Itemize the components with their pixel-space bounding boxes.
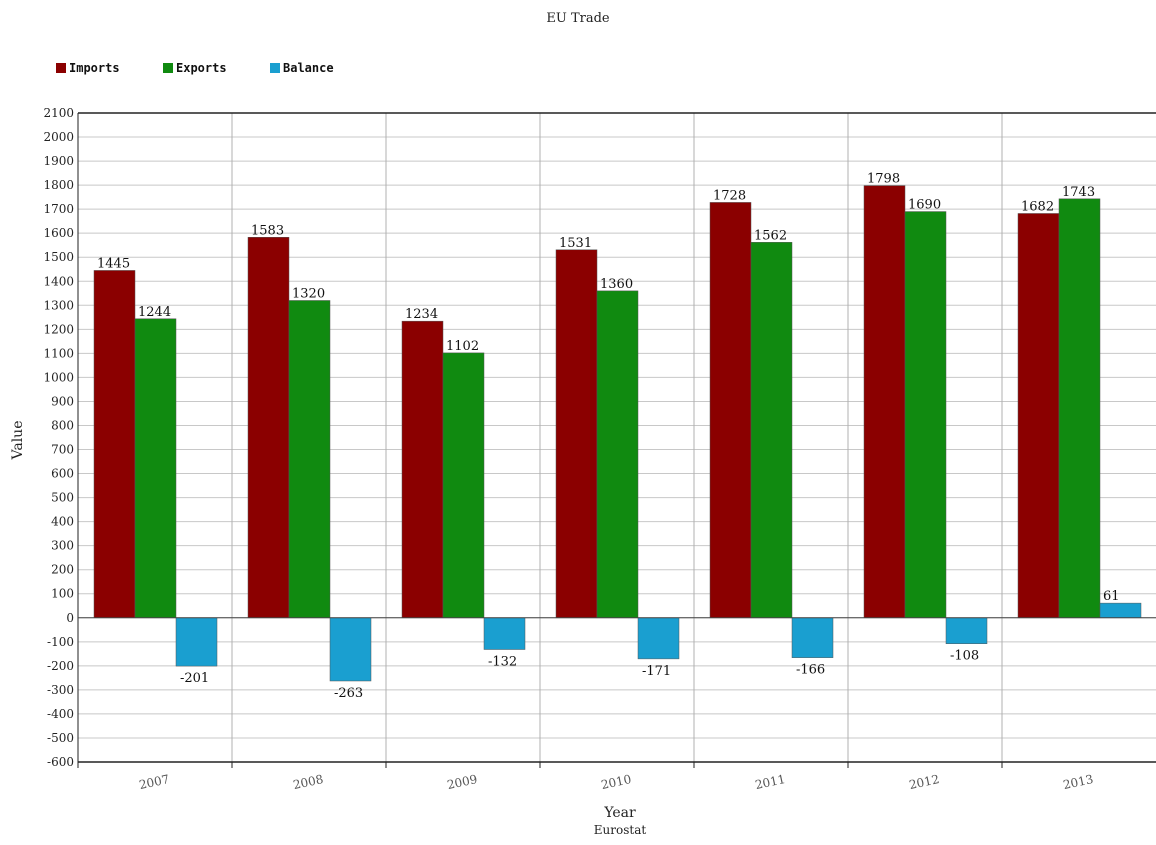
bar-balance [945,617,988,644]
y-tick-label: 400 [51,515,74,529]
y-tick-label: 2000 [43,130,74,144]
data-label: -201 [180,671,209,686]
data-label: 1743 [1062,185,1095,200]
chart-title: EU Trade [546,11,610,26]
data-label: 1798 [867,172,900,187]
y-tick-label: 0 [66,611,74,625]
source-caption: Eurostat [594,823,647,837]
bar-balance [175,617,218,667]
bar-exports [288,300,331,619]
bar-balance [483,617,526,650]
legend-label-exports: Exports [176,61,227,75]
data-label: 1234 [405,307,438,322]
bar-exports [596,290,639,619]
x-tick-label: 2012 [908,772,941,792]
data-label: 1562 [754,228,787,243]
bar-exports [904,211,947,619]
bar-imports [1017,213,1060,619]
y-tick-label: 1800 [43,178,74,192]
y-tick-label: 1300 [43,298,74,312]
bar-imports [863,185,906,619]
bar-exports [442,352,485,619]
data-label: -132 [488,655,517,670]
x-axis-title: Year [603,805,636,821]
data-label: 1445 [97,256,130,271]
y-tick-label: 1600 [43,226,74,240]
y-tick-label: 1700 [43,202,74,216]
y-tick-label: 100 [51,587,74,601]
data-label: 1728 [713,188,746,203]
data-label: 61 [1103,589,1120,604]
y-tick-label: 600 [51,467,74,481]
bar-imports [247,237,290,619]
data-label: -108 [950,649,979,664]
bar-balance [1099,602,1142,619]
data-label: -171 [642,664,671,679]
y-tick-label: 500 [51,491,74,505]
data-label: -263 [334,686,363,701]
data-label: -166 [796,663,825,678]
data-label: 1102 [446,339,479,354]
data-label: 1690 [908,198,941,213]
y-tick-label: 1400 [43,274,74,288]
y-tick-label: 700 [51,443,74,457]
bar-imports [93,270,136,619]
x-tick-label: 2009 [446,772,479,792]
x-tick-label: 2013 [1062,772,1095,792]
y-tick-label: 300 [51,539,74,553]
y-tick-label: 1500 [43,250,74,264]
y-tick-label: -500 [47,731,74,745]
data-label: 1682 [1021,199,1054,214]
bar-exports [750,242,793,619]
data-label: 1244 [138,305,171,320]
y-tick-label: 1000 [43,370,74,384]
legend-swatch-imports [56,63,66,73]
y-axis-title: Value [10,421,26,461]
legend-swatch-balance [270,63,280,73]
data-label: 1320 [292,286,325,301]
legend-label-imports: Imports [69,61,120,75]
y-tick-label: 900 [51,394,74,408]
y-tick-label: 1200 [43,322,74,336]
x-tick-label: 2007 [138,772,171,792]
bar-exports [1058,198,1101,619]
y-tick-label: -300 [47,683,74,697]
x-tick-label: 2011 [754,772,787,792]
x-tick-label: 2008 [292,772,325,792]
bar-balance [329,617,372,682]
bar-imports [555,249,598,619]
y-tick-label: -600 [47,755,74,769]
legend-label-balance: Balance [283,61,334,75]
data-label: 1531 [559,236,592,251]
y-tick-label: -200 [47,659,74,673]
axes [77,112,1156,768]
x-tick-labels: 2007 2008 2009 2010 2011 2012 2013 [138,772,1095,792]
y-tick-label: 200 [51,563,74,577]
data-label: 1583 [251,223,284,238]
bar-imports [709,202,752,619]
y-tick-label: -100 [47,635,74,649]
bars [93,185,1142,682]
bar-balance [637,617,680,660]
legend: Imports Exports Balance [56,61,334,75]
data-label: 1360 [600,277,633,292]
x-tick-label: 2010 [600,772,633,792]
y-tick-label: 1900 [43,154,74,168]
legend-swatch-exports [163,63,173,73]
y-tick-label: 1100 [43,346,74,360]
bar-balance [791,617,834,658]
y-tick-label: 800 [51,418,74,432]
data-labels: 1445 1244 -201 1583 1320 -263 1234 1102 -132 1531… [97,172,1120,701]
bar-exports [134,318,177,619]
y-tick-labels: -600 -500 -400 -300 -200 -100 0 100 200 300 400 500… [43,106,74,769]
y-tick-label: -400 [47,707,74,721]
y-tick-label: 2100 [43,106,74,120]
bar-imports [401,320,444,619]
